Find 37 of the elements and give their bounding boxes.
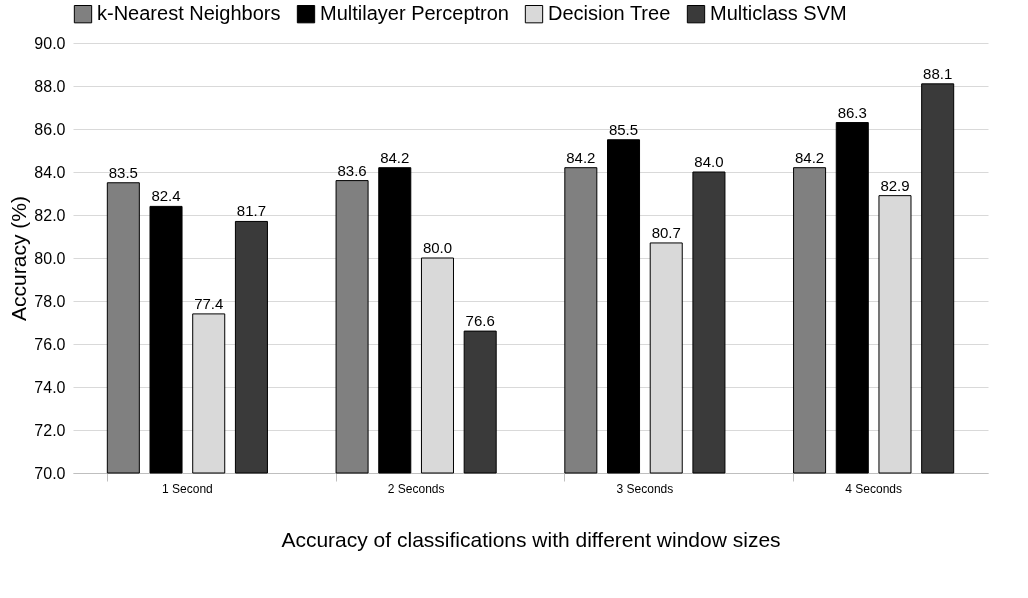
data-label: 85.5: [608, 120, 639, 138]
data-label: 82.4: [151, 187, 181, 205]
y-tick-label: 78.0: [34, 292, 66, 310]
data-label: 88.1: [923, 64, 953, 82]
data-label: 76.6: [465, 312, 495, 330]
data-label: 84.2: [380, 148, 410, 166]
data-label: 81.7: [236, 202, 267, 220]
y-tick-label: 74.0: [34, 378, 66, 396]
y-tick-label: 80.0: [34, 249, 66, 267]
data-label: 84.0: [694, 153, 724, 170]
data-label: 83.5: [108, 163, 138, 181]
data-label: 86.3: [837, 103, 867, 121]
x-axis-title: Accuracy of classifications with different window sizes: [281, 527, 781, 551]
data-label: 84.2: [566, 148, 596, 166]
y-tick-label: 72.0: [34, 421, 66, 439]
legend-label: Multilayer Perceptron: [320, 2, 509, 25]
y-tick-label: 88.0: [34, 77, 66, 95]
legend-label: Multiclass SVM: [710, 2, 847, 25]
data-label: 84.2: [794, 148, 825, 166]
y-tick-label: 84.0: [34, 163, 66, 181]
data-label: 83.6: [337, 161, 367, 179]
x-tick-label: 1 Second: [162, 481, 213, 496]
y-tick-label: 70.0: [34, 464, 66, 482]
x-tick-label: 4 Seconds: [845, 481, 902, 496]
y-tick-label: 76.0: [34, 335, 66, 353]
data-label: 80.7: [651, 223, 681, 241]
legend-label: Decision Tree: [548, 2, 671, 25]
x-tick-label: 2 Seconds: [387, 481, 445, 496]
data-label: 77.4: [194, 294, 224, 312]
x-tick-label: 3 Seconds: [616, 481, 674, 496]
data-label: 80.0: [422, 239, 453, 256]
y-tick-label: 82.0: [34, 206, 66, 224]
y-axis-title: Accuracy (%): [7, 196, 31, 321]
y-tick-label: 86.0: [34, 120, 66, 138]
data-label: 82.9: [880, 176, 910, 194]
y-tick-label: 90.0: [34, 34, 66, 52]
legend-label: k-Nearest Neighbors: [97, 2, 281, 25]
